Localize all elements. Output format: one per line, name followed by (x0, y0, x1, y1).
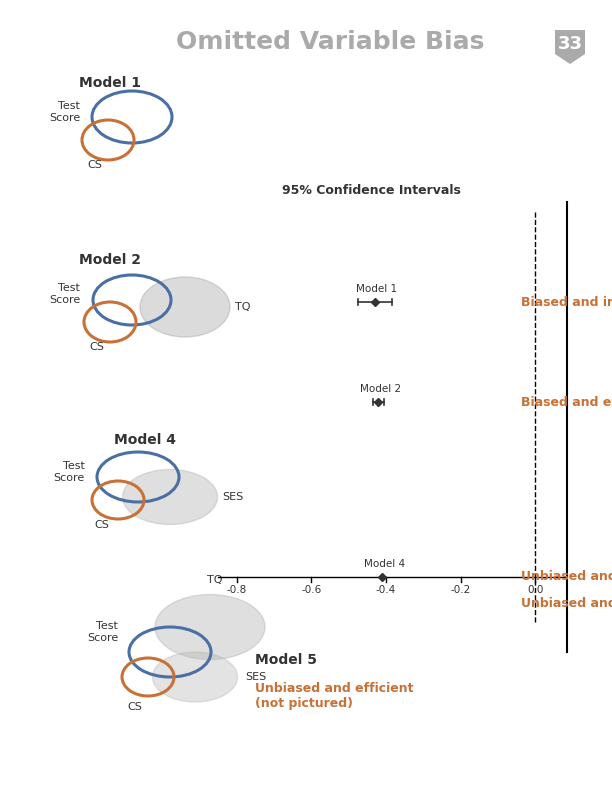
Text: -0.6: -0.6 (301, 585, 321, 595)
Text: Unbiased and inefficient: Unbiased and inefficient (521, 570, 612, 584)
Text: Model 5: Model 5 (255, 653, 317, 667)
Text: Biased and efficient: Biased and efficient (521, 395, 612, 409)
Text: CS: CS (127, 702, 143, 712)
Text: Omitted Variable Bias: Omitted Variable Bias (176, 30, 484, 54)
Text: Unbiased and inefficient: Unbiased and inefficient (521, 597, 612, 610)
Text: -0.2: -0.2 (450, 585, 471, 595)
Text: Test
Score: Test Score (87, 621, 118, 643)
Text: SES: SES (222, 492, 243, 502)
Text: CS: CS (89, 342, 105, 352)
Text: -0.8: -0.8 (226, 585, 247, 595)
Text: Test
Score: Test Score (49, 101, 80, 123)
Text: Model 4: Model 4 (364, 559, 405, 569)
Ellipse shape (152, 652, 237, 702)
Ellipse shape (140, 277, 230, 337)
Polygon shape (555, 30, 585, 64)
Text: TQ: TQ (207, 575, 223, 585)
Text: CS: CS (88, 160, 102, 170)
Text: Model 1: Model 1 (79, 76, 141, 90)
Text: Model 1: Model 1 (356, 284, 397, 294)
Text: Unbiased and efficient
(not pictured): Unbiased and efficient (not pictured) (255, 682, 414, 710)
Text: Biased and inefficient: Biased and inefficient (521, 295, 612, 309)
Text: 95% Confidence Intervals: 95% Confidence Intervals (282, 184, 461, 197)
Text: Test
Score: Test Score (54, 461, 85, 483)
Text: TQ: TQ (235, 302, 250, 312)
Text: SES: SES (245, 672, 266, 682)
Text: Model 2: Model 2 (79, 253, 141, 267)
Text: CS: CS (95, 520, 110, 530)
Text: Test
Score: Test Score (49, 284, 80, 305)
Ellipse shape (122, 470, 217, 524)
Text: 33: 33 (558, 35, 583, 53)
Text: 0.0: 0.0 (527, 585, 543, 595)
Ellipse shape (155, 595, 265, 660)
Text: Model 2: Model 2 (360, 384, 401, 394)
Text: -0.4: -0.4 (376, 585, 396, 595)
Text: Model 4: Model 4 (114, 433, 176, 447)
